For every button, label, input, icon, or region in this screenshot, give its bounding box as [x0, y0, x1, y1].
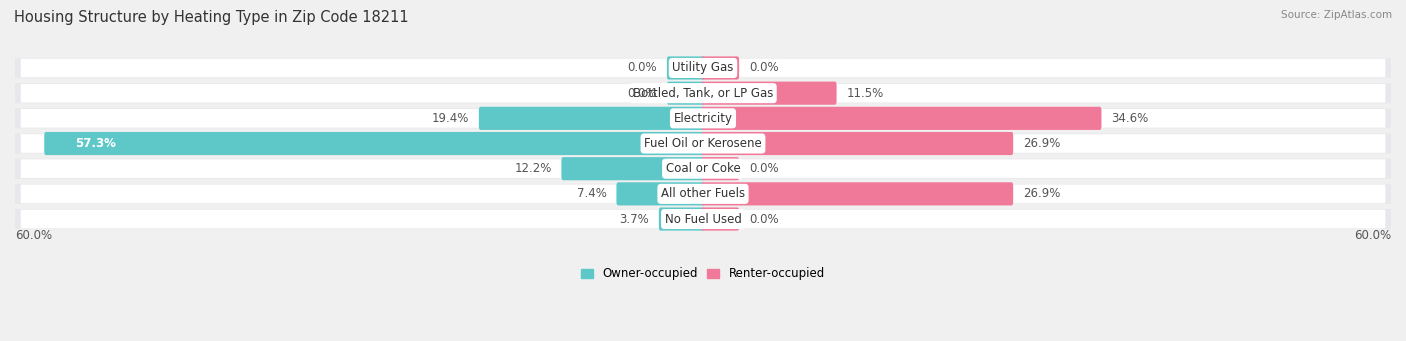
Text: All other Fuels: All other Fuels — [661, 187, 745, 201]
FancyBboxPatch shape — [479, 107, 704, 130]
Text: 0.0%: 0.0% — [627, 61, 657, 74]
Text: Bottled, Tank, or LP Gas: Bottled, Tank, or LP Gas — [633, 87, 773, 100]
FancyBboxPatch shape — [21, 159, 1385, 178]
Text: Coal or Coke: Coal or Coke — [665, 162, 741, 175]
Text: 0.0%: 0.0% — [749, 162, 779, 175]
FancyBboxPatch shape — [15, 58, 1391, 78]
FancyBboxPatch shape — [561, 157, 704, 180]
Text: 0.0%: 0.0% — [749, 61, 779, 74]
Text: 26.9%: 26.9% — [1024, 187, 1060, 201]
Text: No Fuel Used: No Fuel Used — [665, 212, 741, 225]
Text: 26.9%: 26.9% — [1024, 137, 1060, 150]
Text: 12.2%: 12.2% — [515, 162, 551, 175]
FancyBboxPatch shape — [44, 132, 704, 155]
FancyBboxPatch shape — [21, 184, 1385, 203]
Text: Housing Structure by Heating Type in Zip Code 18211: Housing Structure by Heating Type in Zip… — [14, 10, 409, 25]
Text: 34.6%: 34.6% — [1111, 112, 1149, 125]
FancyBboxPatch shape — [21, 134, 1385, 153]
Text: Fuel Oil or Kerosene: Fuel Oil or Kerosene — [644, 137, 762, 150]
Text: 7.4%: 7.4% — [576, 187, 606, 201]
FancyBboxPatch shape — [702, 107, 1101, 130]
Text: 57.3%: 57.3% — [75, 137, 115, 150]
FancyBboxPatch shape — [666, 81, 704, 105]
FancyBboxPatch shape — [21, 109, 1385, 128]
FancyBboxPatch shape — [702, 207, 740, 231]
FancyBboxPatch shape — [702, 56, 740, 79]
FancyBboxPatch shape — [616, 182, 704, 205]
FancyBboxPatch shape — [15, 83, 1391, 103]
FancyBboxPatch shape — [21, 210, 1385, 228]
Text: 0.0%: 0.0% — [627, 87, 657, 100]
Text: 60.0%: 60.0% — [15, 229, 52, 242]
FancyBboxPatch shape — [15, 133, 1391, 153]
Text: Utility Gas: Utility Gas — [672, 61, 734, 74]
FancyBboxPatch shape — [15, 209, 1391, 229]
FancyBboxPatch shape — [702, 81, 837, 105]
Text: 0.0%: 0.0% — [749, 212, 779, 225]
Text: 11.5%: 11.5% — [846, 87, 883, 100]
Text: Source: ZipAtlas.com: Source: ZipAtlas.com — [1281, 10, 1392, 20]
FancyBboxPatch shape — [21, 59, 1385, 77]
FancyBboxPatch shape — [659, 207, 704, 231]
Text: Electricity: Electricity — [673, 112, 733, 125]
Legend: Owner-occupied, Renter-occupied: Owner-occupied, Renter-occupied — [576, 263, 830, 285]
FancyBboxPatch shape — [15, 184, 1391, 204]
FancyBboxPatch shape — [702, 132, 1014, 155]
Text: 3.7%: 3.7% — [620, 212, 650, 225]
FancyBboxPatch shape — [702, 182, 1014, 205]
FancyBboxPatch shape — [21, 84, 1385, 103]
Text: 60.0%: 60.0% — [1354, 229, 1391, 242]
FancyBboxPatch shape — [15, 108, 1391, 129]
Text: 19.4%: 19.4% — [432, 112, 470, 125]
FancyBboxPatch shape — [15, 159, 1391, 179]
FancyBboxPatch shape — [702, 157, 740, 180]
FancyBboxPatch shape — [666, 56, 704, 79]
